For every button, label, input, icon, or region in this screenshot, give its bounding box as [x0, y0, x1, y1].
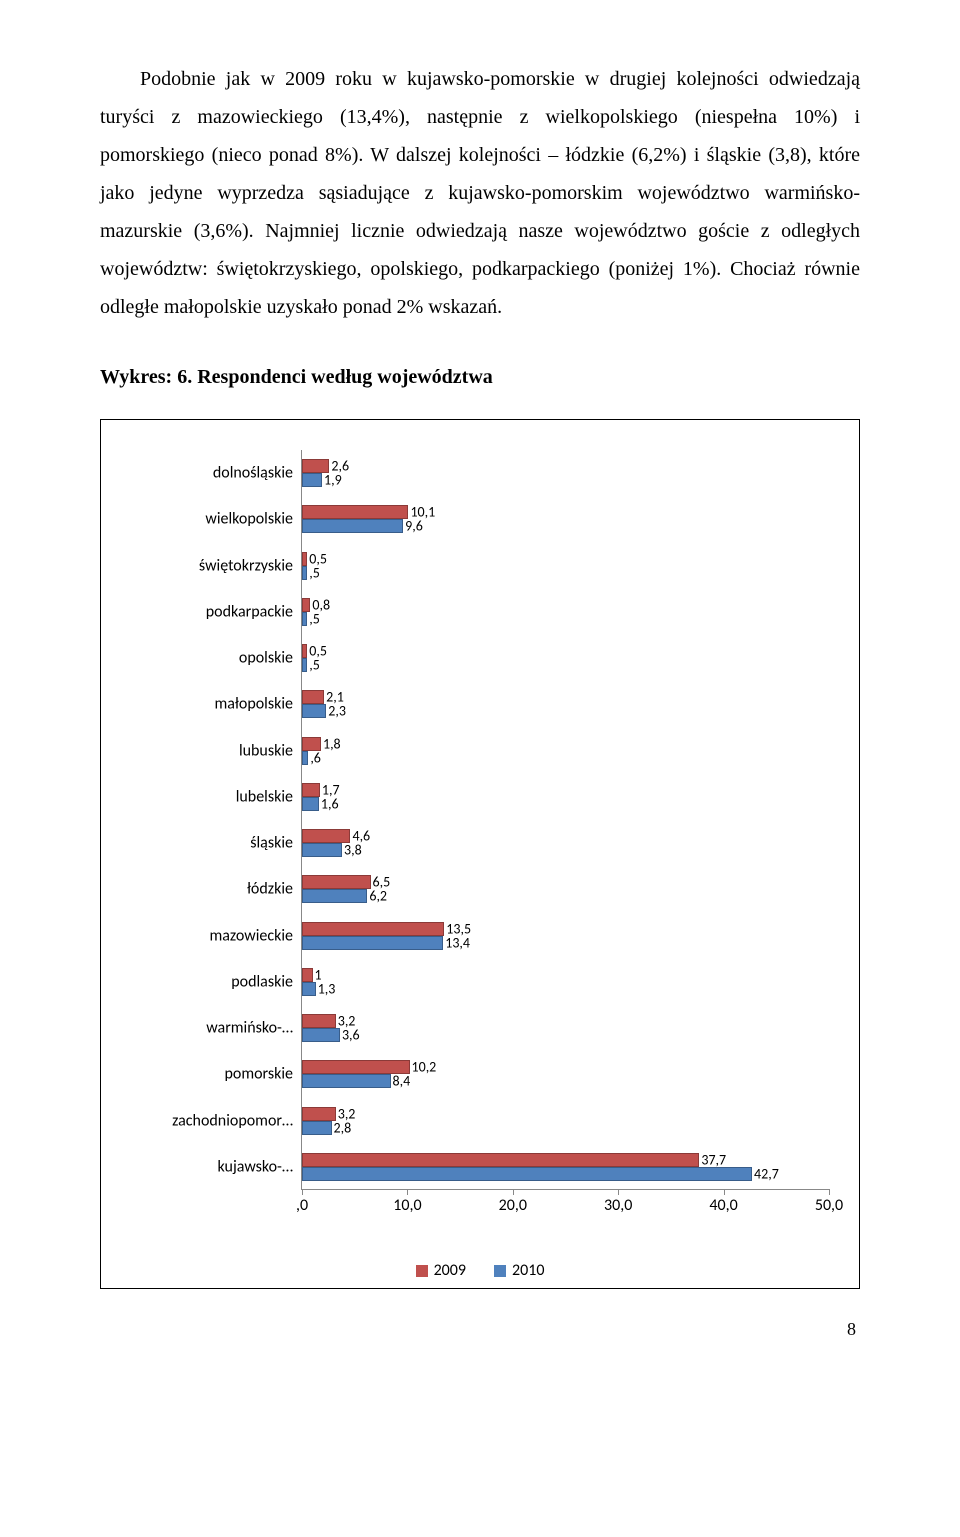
bar-2009-value-label: 10,2: [412, 1059, 437, 1076]
x-axis-tick: [302, 1189, 303, 1195]
bar-2009: [302, 644, 307, 658]
bar-2010-value-label: ,5: [309, 610, 320, 627]
y-axis-category-label: opolskie: [133, 649, 293, 668]
body-paragraph: Podobnie jak w 2009 roku w kujawsko-pomo…: [100, 60, 860, 326]
legend-label: 2010: [512, 1261, 544, 1280]
legend-item: 2010: [494, 1261, 544, 1280]
bar-2010: [302, 473, 322, 487]
x-axis-tick: [513, 1189, 514, 1195]
bar-2010-value-label: 1,3: [318, 980, 336, 997]
y-axis-category-label: śląskie: [133, 834, 293, 853]
y-axis-category-label: zachodniopomor…: [133, 1111, 293, 1130]
bar-2009: [302, 690, 324, 704]
legend-swatch: [416, 1265, 428, 1277]
bar-2010-value-label: ,5: [309, 564, 320, 581]
y-axis-category-label: warmińsko-…: [133, 1019, 293, 1038]
chart-legend: 2009 2010: [101, 1261, 859, 1280]
bar-2010: [302, 1167, 752, 1181]
bar-2010: [302, 612, 307, 626]
bar-2010-value-label: 3,6: [342, 1027, 360, 1044]
bar-2010-value-label: 2,8: [334, 1119, 352, 1136]
x-axis-tick-label: 50,0: [815, 1196, 843, 1215]
bar-2009: [302, 968, 313, 982]
y-axis-labels: dolnośląskie wielkopolskie świętokrzyskie p…: [131, 450, 301, 1190]
y-axis-category-label: lubuskie: [133, 741, 293, 760]
x-axis-tick-label: 20,0: [499, 1196, 527, 1215]
bar-2009: [302, 1107, 336, 1121]
x-axis-tick-label: 10,0: [393, 1196, 421, 1215]
y-axis-category-label: łódzkie: [133, 880, 293, 899]
bar-2010-value-label: 1,6: [321, 795, 339, 812]
y-axis-category-label: wielkopolskie: [133, 510, 293, 529]
y-axis-category-label: kujawsko-…: [133, 1157, 293, 1176]
x-axis-tick: [618, 1189, 619, 1195]
bar-2010-value-label: 13,4: [445, 934, 470, 951]
x-axis-tick-label: 40,0: [709, 1196, 737, 1215]
bar-2009: [302, 875, 371, 889]
bar-2009: [302, 552, 307, 566]
x-axis-tick: [407, 1189, 408, 1195]
y-axis-category-label: podlaskie: [133, 972, 293, 991]
bar-2009: [302, 922, 444, 936]
bar-2010: [302, 843, 342, 857]
x-axis-tick-label: ,0: [296, 1196, 308, 1215]
bar-2010: [302, 566, 307, 580]
y-axis-category-label: lubelskie: [133, 787, 293, 806]
bar-2010-value-label: 9,6: [405, 518, 423, 535]
plot: ,010,020,030,040,050,02,61,910,19,60,5,5…: [301, 450, 829, 1190]
bar-2010-value-label: 1,9: [324, 472, 342, 489]
y-axis-category-label: podkarpackie: [133, 602, 293, 621]
bar-2010-value-label: ,6: [310, 749, 321, 766]
y-axis-category-label: świętokrzyskie: [133, 556, 293, 575]
bar-2010: [302, 797, 319, 811]
y-axis-category-label: małopolskie: [133, 695, 293, 714]
bar-2010: [302, 751, 308, 765]
bar-2010: [302, 936, 443, 950]
bar-2009-value-label: 37,7: [701, 1151, 726, 1168]
y-axis-category-label: pomorskie: [133, 1065, 293, 1084]
bar-2010-value-label: ,5: [309, 657, 320, 674]
bar-2010: [302, 658, 307, 672]
x-axis-tick: [724, 1189, 725, 1195]
bar-2009-value-label: 1,8: [323, 735, 341, 752]
bar-2010: [302, 704, 326, 718]
chart-container: dolnośląskie wielkopolskie świętokrzyskie p…: [100, 419, 860, 1289]
bar-2010: [302, 889, 367, 903]
x-axis-tick-label: 30,0: [604, 1196, 632, 1215]
bar-2009: [302, 505, 408, 519]
y-axis-category-label: dolnośląskie: [133, 464, 293, 483]
legend-label: 2009: [434, 1261, 466, 1280]
bar-2010: [302, 519, 403, 533]
bar-2010: [302, 982, 316, 996]
bar-2010: [302, 1074, 391, 1088]
x-axis-tick: [829, 1189, 830, 1195]
bar-2010: [302, 1028, 340, 1042]
y-axis-category-label: mazowieckie: [133, 926, 293, 945]
bar-2010-value-label: 8,4: [393, 1073, 411, 1090]
legend-item: 2009: [416, 1261, 466, 1280]
plot-area: ,010,020,030,040,050,02,61,910,19,60,5,5…: [301, 450, 829, 1190]
chart-title: Wykres: 6. Respondenci według województw…: [100, 366, 860, 389]
bar-2009: [302, 1014, 336, 1028]
legend-swatch: [494, 1265, 506, 1277]
bar-2010: [302, 1121, 332, 1135]
page-number: 8: [100, 1319, 860, 1340]
bar-2009: [302, 1153, 699, 1167]
bar-2009: [302, 783, 320, 797]
bar-2010-value-label: 3,8: [344, 842, 362, 859]
bar-2010-value-label: 42,7: [754, 1165, 779, 1182]
bar-2010-value-label: 6,2: [369, 888, 387, 905]
bar-2010-value-label: 2,3: [328, 703, 346, 720]
